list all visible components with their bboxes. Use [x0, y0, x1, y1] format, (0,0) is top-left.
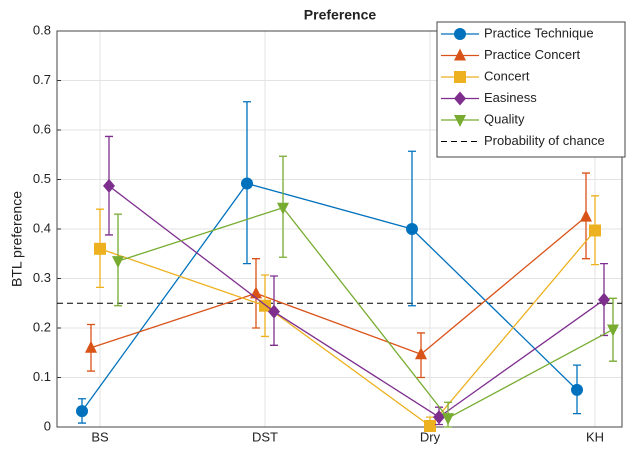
legend-marker [454, 48, 466, 61]
data-point [598, 292, 610, 307]
y-tick-label: 0.7 [33, 72, 51, 87]
chart-title: Preference [304, 7, 377, 23]
data-point [415, 347, 427, 360]
plot-frame [56, 30, 623, 428]
legend-marker [454, 115, 466, 127]
series-line [99, 230, 596, 427]
y-tick-label: 0.8 [33, 22, 51, 37]
data-point [76, 405, 88, 418]
data-point [607, 324, 619, 337]
data-point [94, 242, 106, 255]
y-tick-label: 0.1 [33, 369, 51, 384]
x-tick-label: DST [252, 429, 278, 444]
data-point [103, 178, 115, 193]
data-point [580, 209, 592, 222]
data-point [589, 224, 601, 237]
data-point [571, 383, 583, 396]
y-axis-label: BTL preference [9, 191, 25, 287]
y-tick-label: 0.3 [33, 270, 51, 285]
data-point [406, 223, 418, 235]
x-tick-label: BS [91, 429, 109, 444]
data-point [442, 413, 454, 426]
legend-label: Quality [484, 111, 525, 126]
series-line [108, 185, 605, 418]
legend-label: Probability of chance [484, 133, 605, 148]
series-line [117, 206, 614, 419]
legend-label: Practice Concert [484, 47, 580, 62]
series-line [90, 216, 587, 355]
data-point [277, 202, 289, 215]
data-point [85, 340, 97, 353]
data-point [268, 304, 280, 319]
x-tick-label: KH [586, 429, 604, 444]
y-tick-label: 0.6 [33, 121, 51, 136]
series-line [81, 182, 578, 412]
legend-label: Concert [484, 68, 530, 83]
legend-label: Practice Technique [484, 25, 594, 40]
legend-marker [454, 71, 466, 83]
y-tick-label: 0.4 [33, 220, 51, 235]
data-point [424, 420, 436, 433]
y-tick-label: 0.2 [33, 319, 51, 334]
data-point [433, 410, 445, 425]
data-point [112, 256, 124, 269]
legend-marker [454, 91, 466, 106]
y-tick-label: 0 [44, 418, 51, 433]
data-point [250, 286, 262, 299]
legend-label: Easiness [484, 90, 537, 105]
x-tick-label: Dry [420, 429, 441, 444]
legend-box [436, 21, 626, 158]
legend-marker [454, 28, 466, 40]
y-tick-label: 0.5 [33, 171, 51, 186]
data-point [241, 177, 253, 190]
